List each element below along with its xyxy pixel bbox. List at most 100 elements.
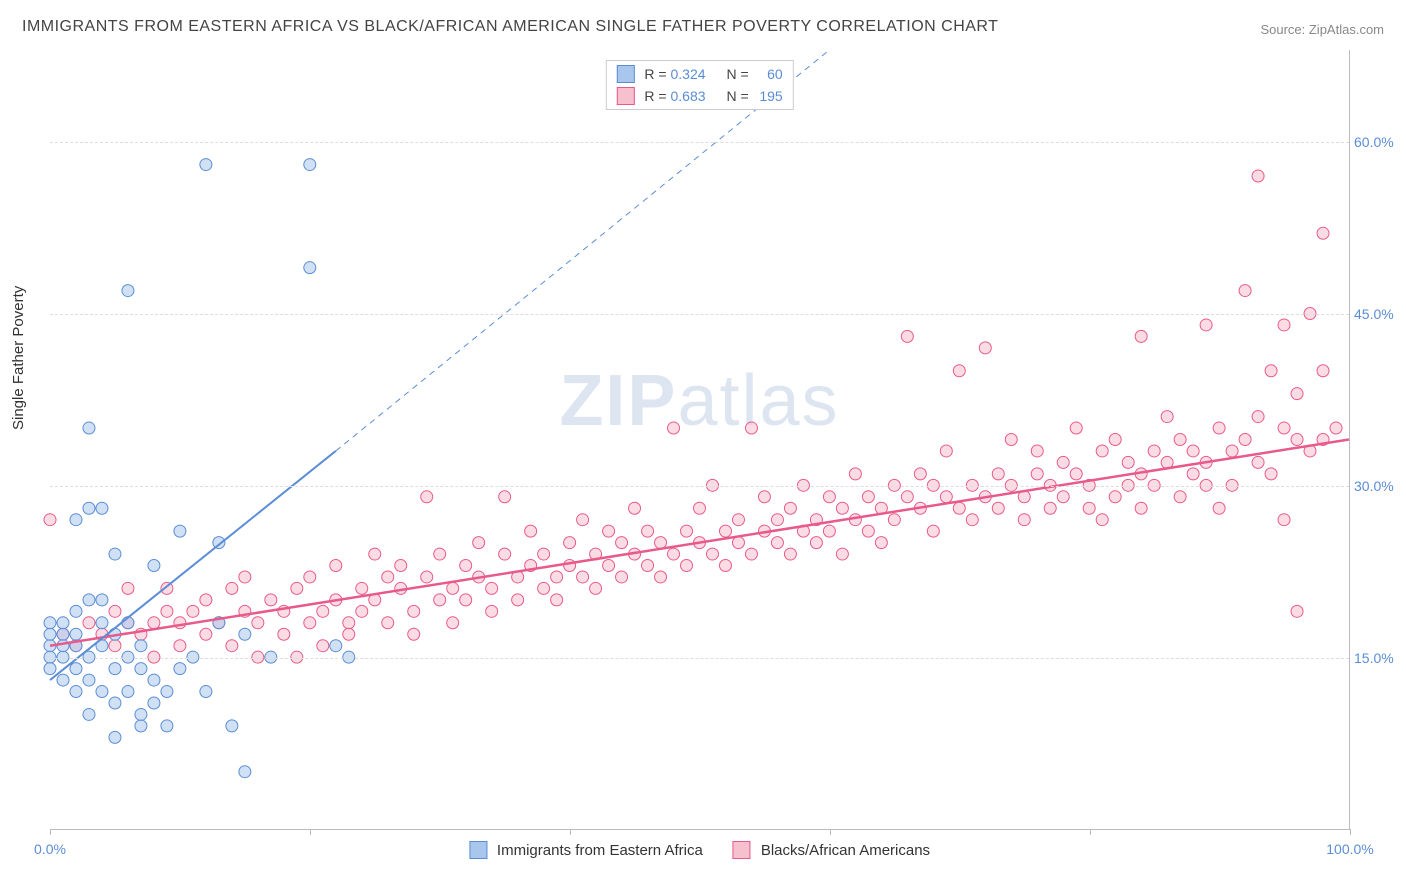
regression-line <box>336 50 830 451</box>
data-point <box>447 582 459 594</box>
data-point <box>1109 434 1121 446</box>
data-point <box>771 537 783 549</box>
data-point <box>369 548 381 560</box>
gridline <box>50 142 1349 143</box>
data-point <box>486 582 498 594</box>
x-tick <box>1350 829 1351 835</box>
x-tick <box>50 829 51 835</box>
data-point <box>525 525 537 537</box>
data-point <box>1057 491 1069 503</box>
data-point <box>1187 468 1199 480</box>
data-point <box>590 582 602 594</box>
data-point <box>161 686 173 698</box>
data-point <box>395 560 407 572</box>
series2-label: Blacks/African Americans <box>761 842 930 859</box>
series1-swatch-bottom <box>469 841 487 859</box>
x-tick-label: 100.0% <box>1326 841 1373 857</box>
data-point <box>278 628 290 640</box>
data-point <box>304 262 316 274</box>
n-value-1: 60 <box>753 66 783 82</box>
data-point <box>226 640 238 652</box>
data-point <box>343 628 355 640</box>
data-point <box>96 686 108 698</box>
data-point <box>681 525 693 537</box>
data-point <box>265 594 277 606</box>
data-point <box>1278 422 1290 434</box>
data-point <box>745 422 757 434</box>
data-point <box>200 628 212 640</box>
data-point <box>330 560 342 572</box>
data-point <box>1161 411 1173 423</box>
data-point <box>1278 514 1290 526</box>
data-point <box>668 422 680 434</box>
data-point <box>1213 502 1225 514</box>
data-point <box>122 285 134 297</box>
x-tick <box>570 829 571 835</box>
data-point <box>83 594 95 606</box>
data-point <box>135 720 147 732</box>
data-point <box>940 491 952 503</box>
plot-area: ZIPatlas R = 0.324 N = 60 R = 0.683 N = … <box>50 50 1350 830</box>
x-tick <box>830 829 831 835</box>
data-point <box>538 548 550 560</box>
data-point <box>83 708 95 720</box>
data-point <box>940 445 952 457</box>
chart-svg <box>50 50 1349 829</box>
data-point <box>330 640 342 652</box>
data-point <box>70 605 82 617</box>
data-point <box>226 720 238 732</box>
data-point <box>1174 491 1186 503</box>
data-point <box>317 640 329 652</box>
data-point <box>239 571 251 583</box>
data-point <box>200 159 212 171</box>
y-tick-label: 60.0% <box>1354 134 1406 150</box>
gridline <box>50 658 1349 659</box>
data-point <box>382 571 394 583</box>
data-point <box>252 617 264 629</box>
gridline <box>50 486 1349 487</box>
y-axis-label: Single Father Poverty <box>10 286 27 430</box>
data-point <box>499 548 511 560</box>
data-point <box>408 605 420 617</box>
data-point <box>486 605 498 617</box>
data-point <box>148 674 160 686</box>
data-point <box>1291 434 1303 446</box>
data-point <box>96 617 108 629</box>
y-tick-label: 45.0% <box>1354 306 1406 322</box>
y-tick-label: 15.0% <box>1354 650 1406 666</box>
data-point <box>304 617 316 629</box>
data-point <box>148 560 160 572</box>
data-point <box>57 674 69 686</box>
data-point <box>616 537 628 549</box>
n-label-1: N = <box>727 66 749 82</box>
data-point <box>161 605 173 617</box>
data-point <box>953 502 965 514</box>
data-point <box>44 514 56 526</box>
data-point <box>96 502 108 514</box>
data-point <box>1291 388 1303 400</box>
data-point <box>70 514 82 526</box>
gridline <box>50 314 1349 315</box>
data-point <box>655 537 667 549</box>
correlation-legend-row-2: R = 0.683 N = 195 <box>606 85 792 107</box>
correlation-legend: R = 0.324 N = 60 R = 0.683 N = 195 <box>605 60 793 110</box>
data-point <box>836 548 848 560</box>
data-point <box>629 502 641 514</box>
data-point <box>109 548 121 560</box>
data-point <box>1031 468 1043 480</box>
data-point <box>174 525 186 537</box>
data-point <box>512 594 524 606</box>
data-point <box>603 525 615 537</box>
data-point <box>291 582 303 594</box>
data-point <box>57 628 69 640</box>
data-point <box>96 594 108 606</box>
data-point <box>1070 468 1082 480</box>
data-point <box>668 548 680 560</box>
data-point <box>200 594 212 606</box>
data-point <box>44 617 56 629</box>
data-point <box>1200 319 1212 331</box>
series1-legend-item: Immigrants from Eastern Africa <box>469 841 703 859</box>
data-point <box>979 342 991 354</box>
x-tick <box>310 829 311 835</box>
data-point <box>992 502 1004 514</box>
